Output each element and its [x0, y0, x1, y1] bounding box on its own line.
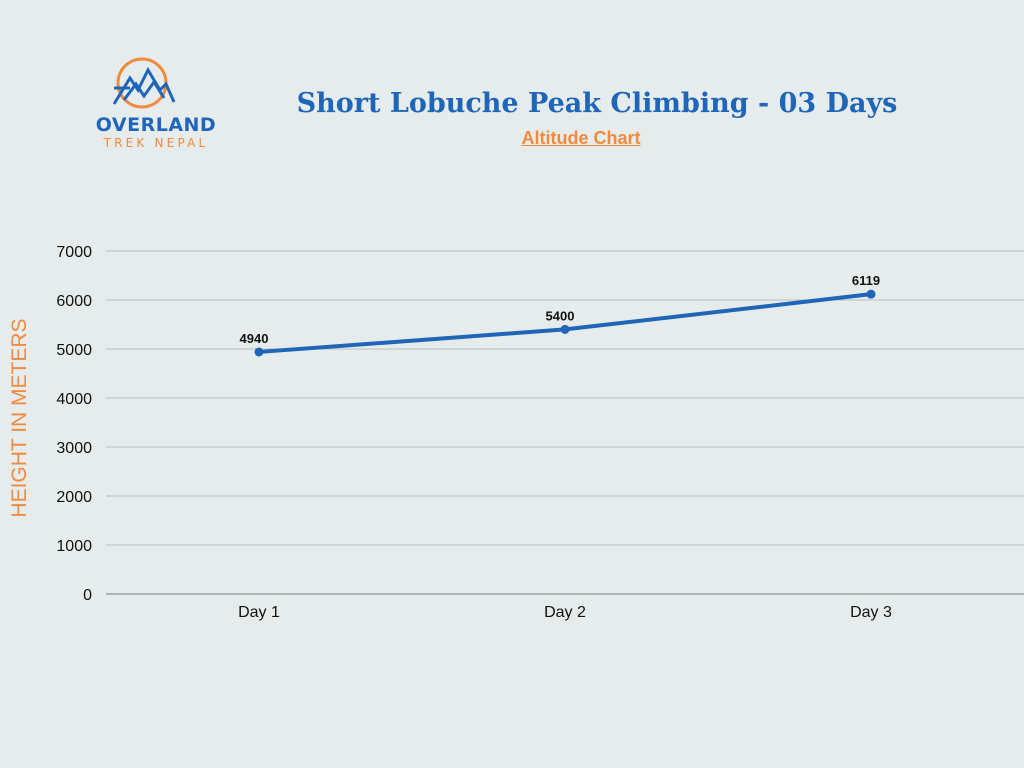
y-tick-label: 5000	[56, 342, 92, 359]
x-tick-label: Day 1	[238, 604, 280, 621]
logo-text-overland: OVERLAND	[95, 114, 217, 136]
data-point	[254, 347, 264, 357]
data-label: 5400	[546, 308, 575, 323]
y-tick-label: 6000	[56, 293, 92, 310]
mountain-circle-icon	[112, 57, 176, 109]
chart-subtitle: Altitude Chart	[521, 128, 641, 148]
chart-title: Short Lobuche Peak Climbing - 03 Days	[296, 88, 898, 119]
y-tick-label: 1000	[56, 538, 92, 555]
y-tick-label: 4000	[56, 391, 92, 408]
data-point	[866, 289, 876, 299]
y-tick-label: 0	[83, 587, 92, 604]
data-label: 6119	[852, 273, 880, 288]
data-label: 4940	[240, 331, 269, 346]
data-point	[560, 324, 570, 334]
brand-logo: OVERLAND TREK NEPAL	[72, 56, 216, 156]
y-tick-label: 2000	[56, 489, 92, 506]
logo-text-trek-nepal: TREK NEPAL	[103, 136, 209, 150]
x-tick-label: Day 3	[850, 604, 892, 621]
x-tick-label: Day 2	[544, 604, 586, 621]
y-tick-label: 7000	[56, 244, 92, 261]
y-tick-label: 3000	[56, 440, 92, 457]
